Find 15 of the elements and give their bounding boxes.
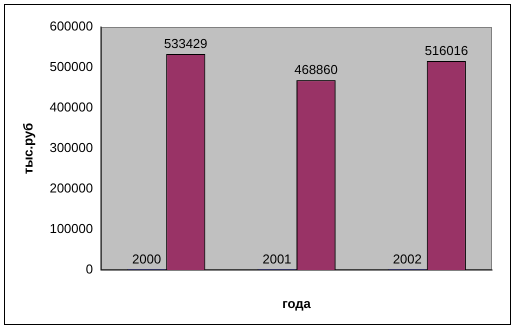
data-label: 2001 [262,251,292,266]
data-label: 516016 [424,43,468,58]
data-label: 2002 [392,251,422,266]
y-tick-label: 200000 [50,180,93,196]
data-label: 533429 [164,36,208,52]
x-axis-title: года [282,296,312,311]
y-tick-label: 500000 [50,59,93,74]
y-tick-label: 400000 [50,100,93,115]
y-tick-label: 0 [86,262,93,277]
data-label: 468860 [294,62,338,78]
y-tick-label: 100000 [50,221,93,236]
y-tick-label: 300000 [50,140,93,156]
data-label: 2000 [132,251,162,266]
y-tick-label: 600000 [50,18,93,34]
y-axis-title: тыс.руб [20,122,36,174]
